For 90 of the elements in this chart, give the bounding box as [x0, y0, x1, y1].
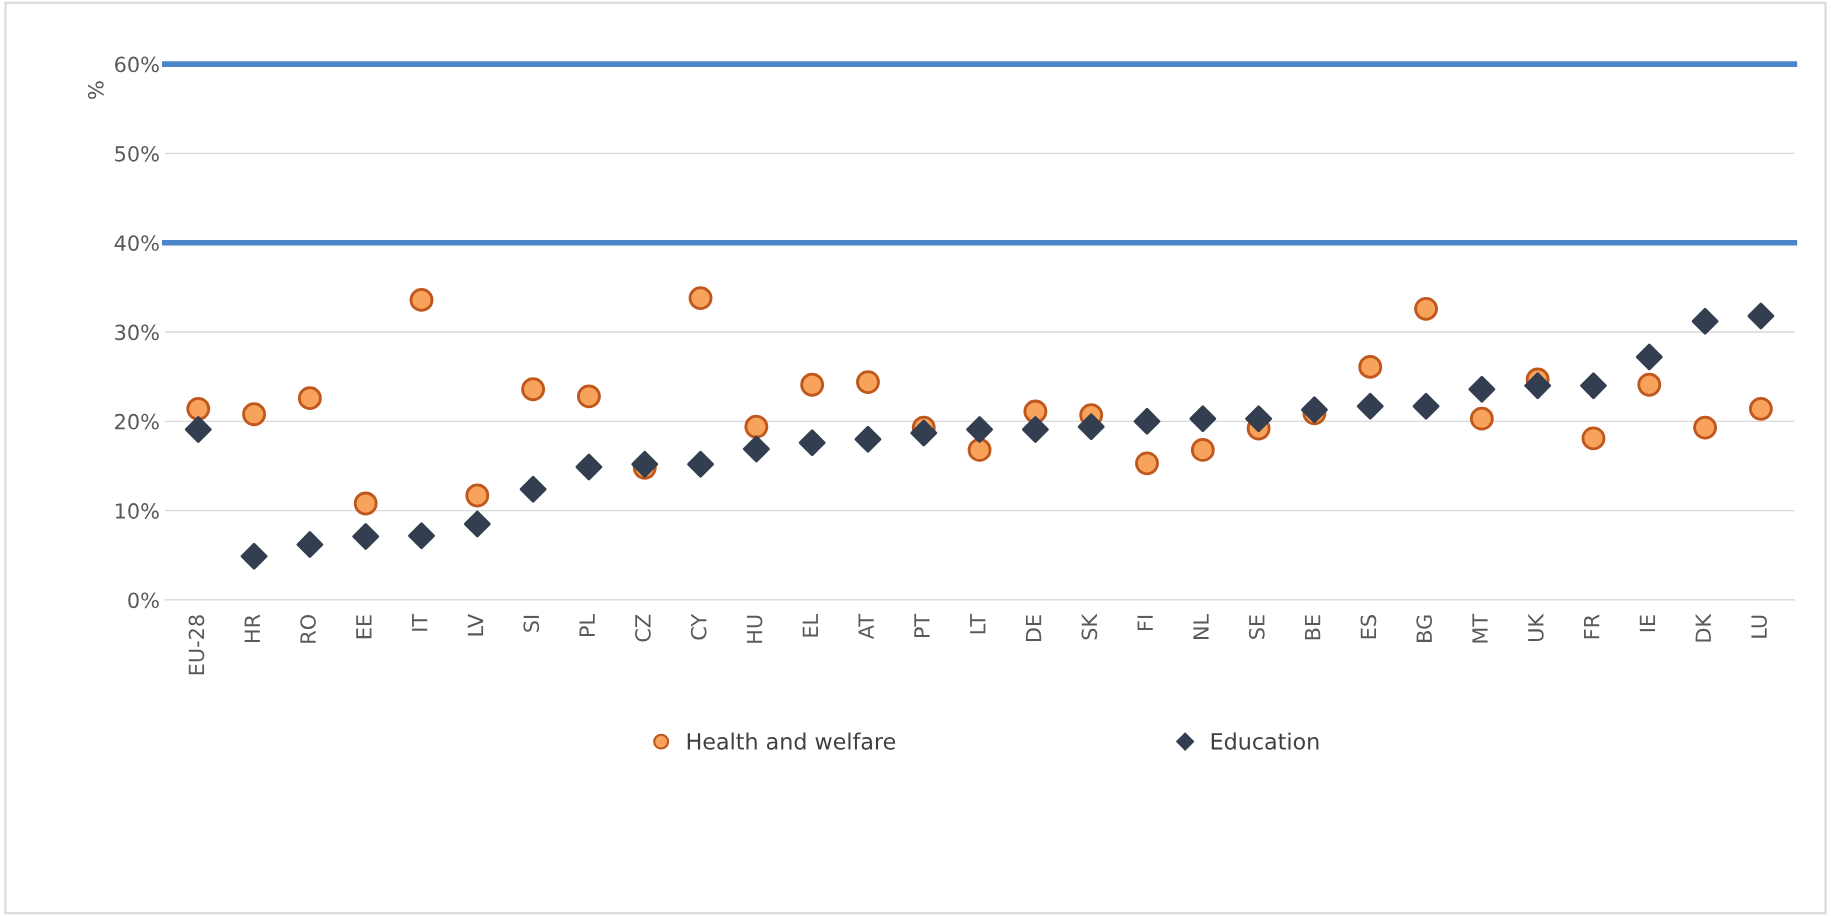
point	[1691, 307, 1719, 335]
y-tick-label: 0%	[128, 592, 159, 609]
point	[242, 402, 266, 427]
x-tick-label: RO	[300, 615, 316, 643]
x-tick-label: LU	[1751, 615, 1767, 638]
point	[184, 415, 212, 443]
x-tick-label: DE	[1025, 615, 1042, 642]
x-tick-label: LT	[970, 613, 986, 634]
point	[1189, 405, 1217, 433]
point	[688, 286, 713, 311]
point	[352, 523, 380, 550]
point	[687, 450, 714, 478]
point	[967, 438, 992, 462]
point	[1637, 372, 1662, 397]
point	[966, 415, 993, 443]
point	[1356, 392, 1384, 420]
y-tick-label: 50%	[115, 145, 159, 162]
y-axis-title: %	[87, 81, 104, 99]
x-tick-label: SI	[523, 615, 540, 632]
legend-label: Education	[1211, 732, 1319, 750]
point	[575, 453, 603, 481]
x-tick-label: IT	[412, 613, 428, 631]
point	[1245, 405, 1273, 433]
x-tick-label: IE	[1639, 615, 1656, 632]
point	[856, 370, 880, 394]
point	[577, 384, 601, 409]
point	[409, 287, 434, 312]
y-tick-label: 30%	[115, 324, 159, 341]
y-tick-label: 40%	[114, 235, 159, 251]
x-tick-label: SK	[1081, 613, 1098, 640]
point	[1414, 296, 1438, 321]
point	[408, 522, 435, 550]
point	[1580, 372, 1607, 400]
point	[521, 377, 546, 402]
x-tick-label: EU-28	[188, 615, 205, 675]
point	[744, 414, 769, 439]
point	[297, 386, 322, 411]
point	[1468, 375, 1496, 403]
x-tick-label: MT	[1472, 613, 1488, 643]
y-tick-label: 60%	[115, 56, 159, 73]
x-tick-label: HU	[746, 615, 763, 643]
point	[240, 542, 268, 570]
point	[1747, 302, 1775, 330]
point	[1693, 415, 1718, 440]
point	[1524, 372, 1552, 400]
x-tick-label: SE	[1248, 615, 1265, 639]
x-tick-label: CZ	[635, 614, 651, 642]
x-tick-label: PL	[579, 613, 595, 636]
point	[1581, 426, 1606, 451]
x-tick-label: LV	[467, 614, 484, 636]
point	[1077, 413, 1105, 441]
x-tick-label: EE	[356, 615, 372, 639]
x-tick-label: BE	[1304, 615, 1321, 640]
point	[1358, 354, 1383, 379]
x-tick-label: UK	[1528, 613, 1544, 641]
point	[519, 475, 547, 503]
x-tick-label: AT	[858, 613, 874, 640]
point	[854, 425, 882, 453]
legend-label: Health and welfare	[687, 732, 896, 750]
y-tick-label: 20%	[115, 413, 159, 430]
point	[1021, 415, 1049, 443]
point	[800, 372, 825, 397]
point	[1190, 438, 1215, 462]
point	[463, 510, 491, 538]
point	[1301, 396, 1328, 424]
x-tick-label: CY	[690, 613, 707, 640]
x-tick-label: DK	[1695, 613, 1711, 642]
x-tick-label: PT	[914, 613, 930, 638]
point	[1412, 392, 1440, 420]
point	[631, 450, 659, 478]
x-tick-label: FR	[1584, 614, 1600, 639]
point	[186, 396, 211, 421]
point	[1469, 406, 1494, 431]
point	[798, 429, 826, 457]
point	[1748, 396, 1773, 421]
point	[296, 531, 324, 559]
x-tick-label: NL	[1193, 613, 1209, 640]
x-tick-label: ES	[1360, 615, 1377, 639]
point	[1635, 343, 1663, 371]
y-tick-label: 10%	[115, 503, 159, 519]
x-tick-label: EL	[802, 613, 818, 637]
x-tick-label: HR	[244, 614, 260, 642]
point	[742, 435, 770, 463]
point	[465, 483, 490, 508]
point	[353, 491, 378, 516]
point	[1135, 451, 1159, 476]
x-tick-label: FI	[1137, 615, 1153, 630]
point	[1133, 407, 1161, 435]
point	[910, 419, 938, 447]
x-tick-label: BG	[1416, 615, 1433, 642]
